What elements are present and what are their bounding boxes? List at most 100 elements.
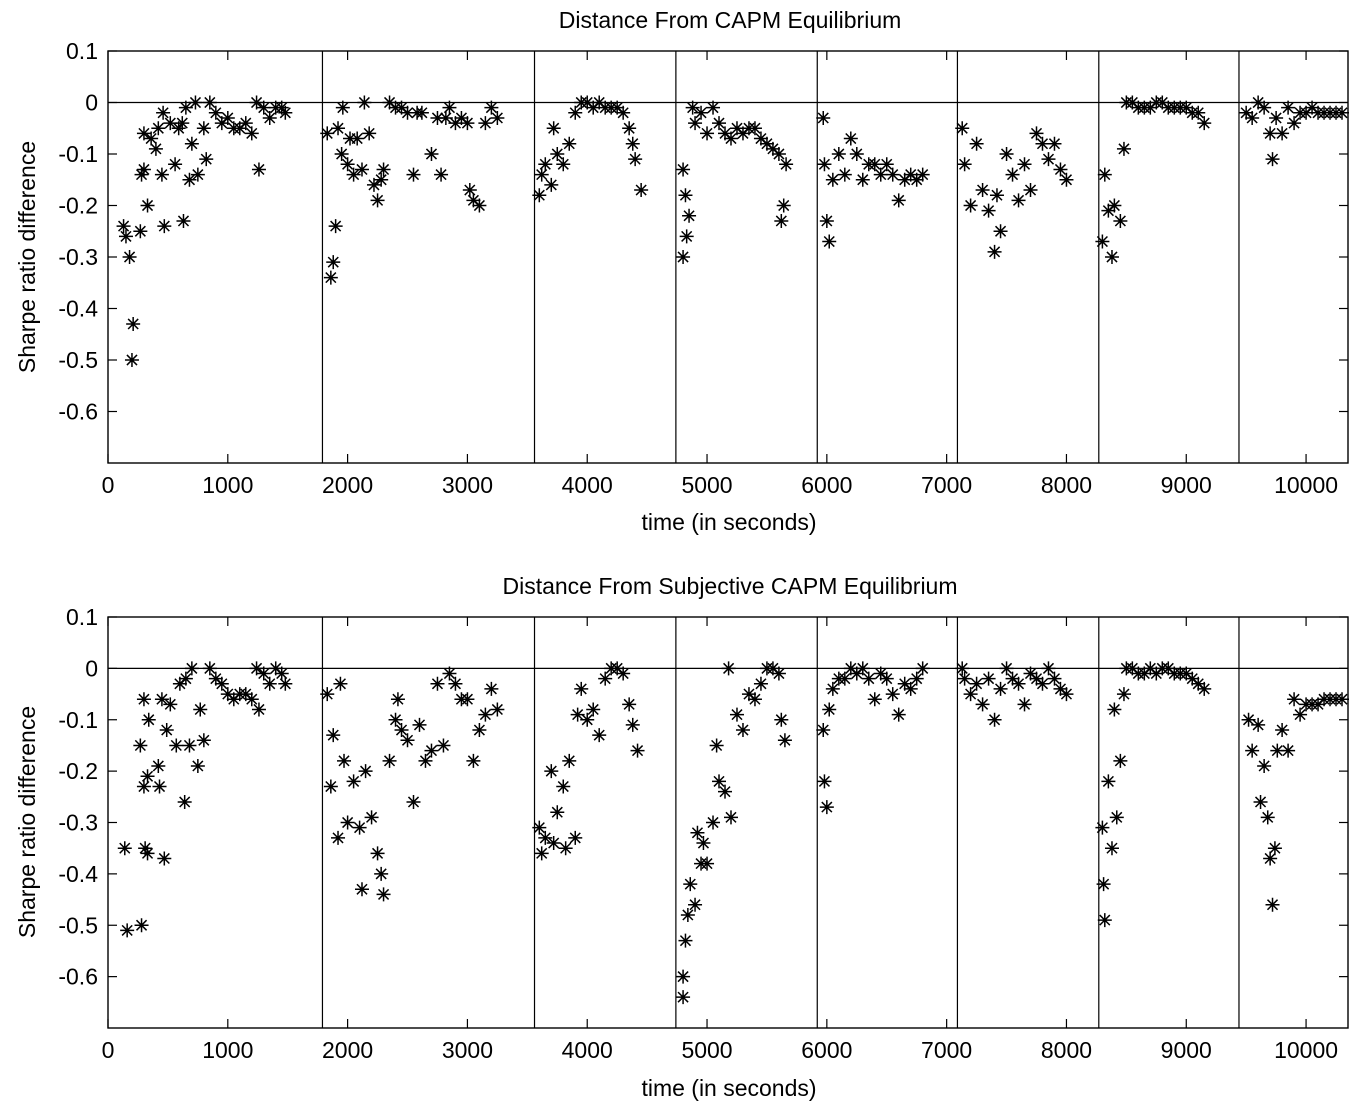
scatter-point: [568, 830, 583, 845]
scatter-point: [586, 100, 601, 115]
scatter-point: [817, 774, 832, 789]
scatter-point: [622, 121, 637, 136]
scatter-point: [580, 95, 595, 110]
scatter-point: [249, 95, 264, 110]
scatter-point: [1241, 712, 1256, 727]
scatter-point: [777, 733, 792, 748]
scatter-point: [394, 100, 409, 115]
scatter-point: [676, 250, 691, 264]
scatter-point: [436, 738, 451, 753]
scatter-point: [700, 126, 715, 141]
scatter-point: [1293, 707, 1308, 722]
reference-lines: [108, 51, 1348, 463]
scatter-point: [816, 723, 831, 738]
scatter-point: [196, 733, 211, 748]
scatter-point: [448, 676, 463, 691]
scatter-point: [843, 661, 858, 676]
scatter-point: [1265, 152, 1280, 167]
x-tick-label: 8000: [1041, 1037, 1092, 1063]
scatter-point: [366, 177, 381, 192]
scatter-point: [616, 666, 631, 681]
scatter-point: [1281, 100, 1296, 115]
scatter-point: [683, 877, 698, 892]
scatter-point: [1113, 753, 1128, 768]
scatter-point: [1107, 702, 1122, 717]
y-tick-label: -0.2: [58, 193, 98, 219]
x-tick-label: 7000: [921, 472, 972, 498]
scatter-point: [340, 157, 355, 172]
scatter-point: [406, 794, 421, 809]
scatter-point: [442, 666, 457, 681]
scatter-point: [178, 100, 193, 115]
scatter-point: [226, 692, 241, 707]
scatter-point: [837, 671, 852, 686]
scatter-point: [1017, 157, 1032, 172]
scatter-point: [993, 224, 1008, 239]
x-tick-label: 5000: [681, 472, 732, 498]
scatter-point: [570, 707, 585, 722]
scatter-point: [855, 172, 870, 187]
scatter-point: [735, 126, 750, 141]
y-tick-label: -0.1: [58, 707, 98, 733]
scatter-point: [1116, 687, 1131, 702]
scatter-point: [430, 676, 445, 691]
scatter-point: [1257, 758, 1272, 773]
scatter-point: [144, 131, 159, 146]
scatter-point: [178, 671, 193, 686]
scatter-point: [1239, 105, 1254, 120]
chart-panel-capm: Distance From CAPM Equilibrium time (in …: [14, 7, 1350, 535]
scatter-point: [171, 121, 186, 136]
scatter-point: [955, 121, 970, 136]
scatter-point: [1269, 110, 1284, 125]
scatter-point: [1299, 105, 1314, 120]
scatter-point: [320, 687, 335, 702]
scatter-point: [776, 198, 791, 213]
scatter-point: [592, 95, 607, 110]
x-tick-label: 9000: [1161, 1037, 1212, 1063]
scatter-point: [688, 897, 703, 912]
scatter-point: [1116, 141, 1131, 156]
scatter-point: [484, 681, 499, 696]
chart-panel-subjective-capm: Distance From Subjective CAPM Equilibriu…: [14, 573, 1350, 1101]
scatter-point: [843, 131, 858, 146]
scatter-point: [244, 692, 259, 707]
scatter-point: [199, 152, 214, 167]
scatter-point: [685, 100, 700, 115]
scatter-point: [333, 676, 348, 691]
scatter-point: [352, 820, 367, 835]
scatter-point: [323, 270, 338, 285]
x-tick-label: 6000: [801, 1037, 852, 1063]
y-tick-label: -0.1: [58, 141, 98, 167]
scatter-point: [1251, 717, 1266, 732]
scatter-point: [753, 676, 768, 691]
scatter-point: [374, 866, 389, 881]
scatter-point: [975, 183, 990, 198]
scatter-point: [819, 213, 834, 228]
scatter-point: [1011, 193, 1026, 208]
scatter-point: [134, 167, 149, 182]
scatter-point: [388, 712, 403, 727]
scatter-point: [867, 157, 882, 172]
scatter-point: [168, 157, 183, 172]
scatter-point: [438, 110, 453, 125]
scatter-point: [879, 671, 894, 686]
scatter-point: [346, 774, 361, 789]
scatter-point: [1005, 167, 1020, 182]
scatter-point: [350, 131, 365, 146]
scatter-point: [141, 712, 156, 727]
scatter-point: [152, 779, 167, 794]
scatter-point: [140, 769, 155, 784]
scatter-point: [709, 738, 724, 753]
scatter-point: [490, 110, 505, 125]
scatter-point: [1275, 723, 1290, 738]
scatter-point: [897, 676, 912, 691]
scatter-point: [1179, 666, 1194, 681]
scatter-point: [182, 172, 197, 187]
scatter-point: [251, 162, 266, 177]
scatter-point: [136, 779, 151, 794]
scatter-point: [682, 208, 697, 223]
scatter-point: [478, 116, 493, 131]
scatter-point: [562, 136, 577, 151]
scatter-point: [118, 229, 133, 244]
